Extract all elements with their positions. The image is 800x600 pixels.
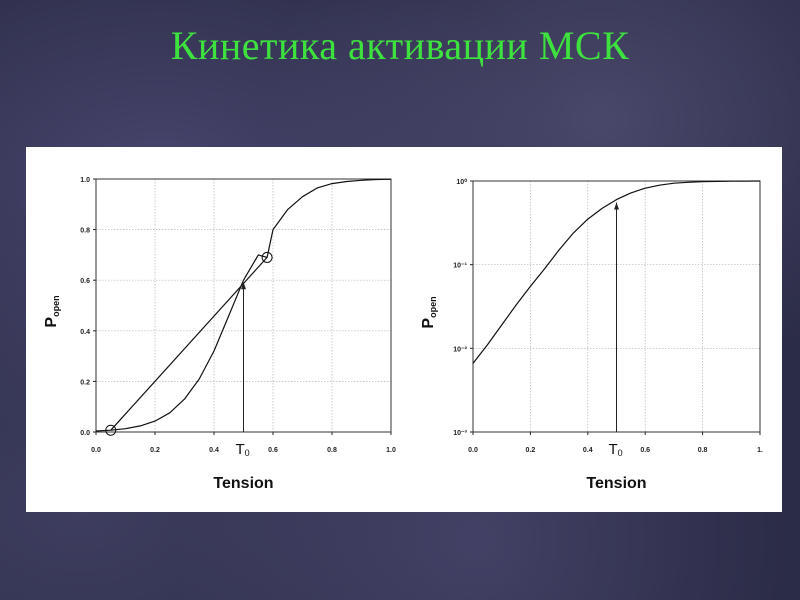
y-axis-title: Popen — [420, 296, 438, 328]
x-tick-label: 0.2 — [150, 447, 160, 454]
y-tick-label: 0.4 — [80, 329, 90, 336]
y-tick-label: 0.6 — [80, 278, 90, 285]
x-tick-label: 0.8 — [327, 447, 337, 454]
x-tick-label: 0.4 — [583, 447, 593, 454]
t0-label: T0 — [236, 441, 250, 458]
t0-arrow-head — [614, 202, 619, 210]
series-line-2 — [110, 256, 268, 431]
y-tick-label: 10⁰ — [456, 178, 467, 186]
y-tick-label: 10⁻² — [453, 346, 467, 353]
y-axis-title: Popen — [43, 295, 61, 327]
figure-charts: 0.0 0.2 0.4 0.6 0.8 1.0 0.0 0.2 0.4 0.6 0.8 1.0 T0 Te… — [43, 177, 763, 492]
y-tick-label: 0.0 — [80, 430, 90, 437]
open-circle-marker — [105, 424, 117, 436]
x-tick-label: 1.0 — [386, 447, 396, 454]
series-line-1 — [472, 180, 761, 364]
x-tick-label: 0.6 — [268, 447, 278, 454]
x-axis-title: Tension — [213, 475, 273, 492]
x-tick-label: 0.2 — [526, 447, 536, 454]
y-tick-label: 0.2 — [80, 379, 90, 386]
x-tick-label: 0.0 — [91, 447, 101, 454]
x-tick-label: 0.6 — [640, 447, 650, 454]
series-line-1 — [95, 178, 392, 432]
x-axis-title: Tension — [586, 475, 646, 492]
x-tick-label: 0.0 — [468, 447, 478, 454]
x-tick-label: 0.8 — [698, 447, 708, 454]
t0-label: T0 — [609, 441, 623, 458]
slide-title: Кинетика активации МСК — [170, 23, 630, 68]
figure-panel: 0.0 0.2 0.4 0.6 0.8 1.0 0.0 0.2 0.4 0.6 0.8 1.0 T0 Te… — [26, 147, 782, 512]
open-circle-marker — [261, 251, 273, 263]
chart-1: 0.0 0.2 0.4 0.6 0.8 1.0 0.0 0.2 0.4 0.6 0.8 1.0 T0 Te… — [43, 177, 396, 492]
x-tick-label: 0.4 — [209, 447, 219, 454]
chart-2: 0.0 0.2 0.4 0.6 0.8 1. 10⁰ 10⁻¹ 10⁻² 10⁻³ T0 Tensio… — [420, 178, 763, 492]
t0-arrow-head — [241, 282, 246, 290]
y-tick-label: 10⁻¹ — [453, 263, 467, 270]
x-tick-label: 1. — [757, 447, 763, 454]
y-tick-label: 0.8 — [80, 228, 90, 235]
y-tick-label: 1.0 — [80, 177, 90, 184]
y-tick-label: 10⁻³ — [453, 430, 467, 437]
